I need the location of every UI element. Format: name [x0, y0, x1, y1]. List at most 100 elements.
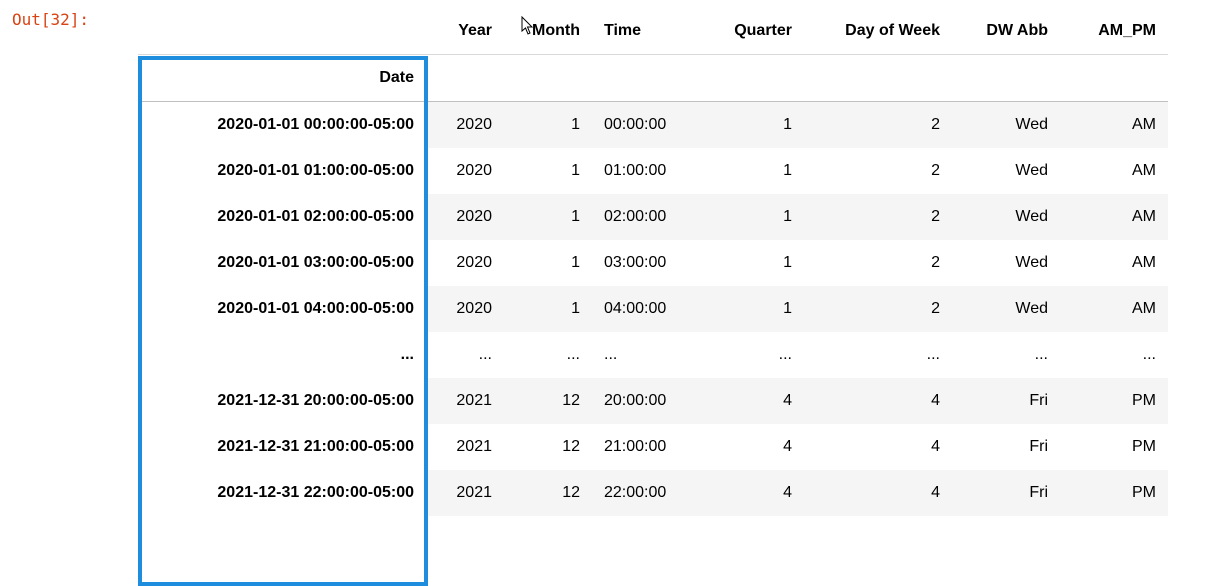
blank-header [504, 55, 592, 102]
cell: 1 [504, 286, 592, 332]
cell: PM [1060, 424, 1168, 470]
index-header-row: Date [138, 55, 1168, 102]
row-index: 2021-12-31 21:00:00-05:00 [138, 424, 426, 470]
blank-header [704, 55, 804, 102]
row-index: 2020-01-01 00:00:00-05:00 [138, 102, 426, 149]
cell: AM [1060, 240, 1168, 286]
cell: 04:00:00 [592, 286, 704, 332]
row-index: ... [138, 332, 426, 378]
cell: 4 [704, 470, 804, 516]
row-index: 2020-01-01 04:00:00-05:00 [138, 286, 426, 332]
cell: 4 [704, 424, 804, 470]
cell: Wed [952, 194, 1060, 240]
table-row: 2021-12-31 22:00:00-05:0020211222:00:004… [138, 470, 1168, 516]
cell: 2020 [426, 194, 504, 240]
cell: 2020 [426, 148, 504, 194]
cell: 2 [804, 148, 952, 194]
cell: PM [1060, 470, 1168, 516]
cell: 2020 [426, 102, 504, 149]
cell: 2020 [426, 286, 504, 332]
cell: 12 [504, 424, 592, 470]
cell: 00:00:00 [592, 102, 704, 149]
table-row: ........................ [138, 332, 1168, 378]
cell: 1 [704, 148, 804, 194]
cell: 2021 [426, 378, 504, 424]
output-prompt: Out[32]: [8, 8, 138, 29]
cell: ... [704, 332, 804, 378]
cell: ... [426, 332, 504, 378]
blank-header [804, 55, 952, 102]
cell: 2021 [426, 470, 504, 516]
cell: 2 [804, 102, 952, 149]
cell: Fri [952, 378, 1060, 424]
dataframe-table: Year Month Time Quarter Day of Week DW A… [138, 8, 1168, 516]
cell: Wed [952, 102, 1060, 149]
cell: 1 [504, 240, 592, 286]
cell: 2 [804, 286, 952, 332]
blank-header [1060, 55, 1168, 102]
cell: 03:00:00 [592, 240, 704, 286]
cell: Fri [952, 470, 1060, 516]
cell: PM [1060, 378, 1168, 424]
cell: 1 [704, 240, 804, 286]
cell: AM [1060, 286, 1168, 332]
cell: 21:00:00 [592, 424, 704, 470]
cell: 2 [804, 240, 952, 286]
cell: 1 [704, 194, 804, 240]
cell: ... [504, 332, 592, 378]
blank-header [426, 55, 504, 102]
cell: ... [952, 332, 1060, 378]
cell: 4 [804, 424, 952, 470]
table-row: 2020-01-01 02:00:00-05:002020102:00:0012… [138, 194, 1168, 240]
cell: Fri [952, 424, 1060, 470]
cell: Wed [952, 240, 1060, 286]
cell: 1 [504, 148, 592, 194]
index-corner-blank [138, 8, 426, 55]
table-row: 2021-12-31 20:00:00-05:0020211220:00:004… [138, 378, 1168, 424]
cell: AM [1060, 194, 1168, 240]
column-header-year: Year [426, 8, 504, 55]
cell: 12 [504, 378, 592, 424]
column-header-row: Year Month Time Quarter Day of Week DW A… [138, 8, 1168, 55]
cell: 1 [704, 102, 804, 149]
table-row: 2020-01-01 01:00:00-05:002020101:00:0012… [138, 148, 1168, 194]
row-index: 2020-01-01 03:00:00-05:00 [138, 240, 426, 286]
cell: 4 [804, 470, 952, 516]
cell: Wed [952, 286, 1060, 332]
cell: 12 [504, 470, 592, 516]
table-row: 2020-01-01 04:00:00-05:002020104:00:0012… [138, 286, 1168, 332]
column-header-month: Month [504, 8, 592, 55]
cell: 2021 [426, 424, 504, 470]
cell: 2 [804, 194, 952, 240]
cell: 1 [704, 286, 804, 332]
cell: Wed [952, 148, 1060, 194]
column-header-dwabb: DW Abb [952, 8, 1060, 55]
column-header-time: Time [592, 8, 704, 55]
cell: 4 [704, 378, 804, 424]
cell: 4 [804, 378, 952, 424]
table-row: 2020-01-01 03:00:00-05:002020103:00:0012… [138, 240, 1168, 286]
row-index: 2021-12-31 22:00:00-05:00 [138, 470, 426, 516]
row-index: 2020-01-01 01:00:00-05:00 [138, 148, 426, 194]
cell: 01:00:00 [592, 148, 704, 194]
cell: ... [592, 332, 704, 378]
cell: 1 [504, 102, 592, 149]
cell: 2020 [426, 240, 504, 286]
table-row: 2020-01-01 00:00:00-05:002020100:00:0012… [138, 102, 1168, 149]
cell: AM [1060, 148, 1168, 194]
row-index: 2021-12-31 20:00:00-05:00 [138, 378, 426, 424]
index-name-header: Date [138, 55, 426, 102]
cell: 22:00:00 [592, 470, 704, 516]
blank-header [952, 55, 1060, 102]
cell: AM [1060, 102, 1168, 149]
dataframe-output: Year Month Time Quarter Day of Week DW A… [138, 8, 1168, 516]
column-header-quarter: Quarter [704, 8, 804, 55]
cell: 20:00:00 [592, 378, 704, 424]
cell: 1 [504, 194, 592, 240]
row-index: 2020-01-01 02:00:00-05:00 [138, 194, 426, 240]
column-header-ampm: AM_PM [1060, 8, 1168, 55]
blank-header [592, 55, 704, 102]
column-header-dayofweek: Day of Week [804, 8, 952, 55]
cell: 02:00:00 [592, 194, 704, 240]
cell: ... [804, 332, 952, 378]
